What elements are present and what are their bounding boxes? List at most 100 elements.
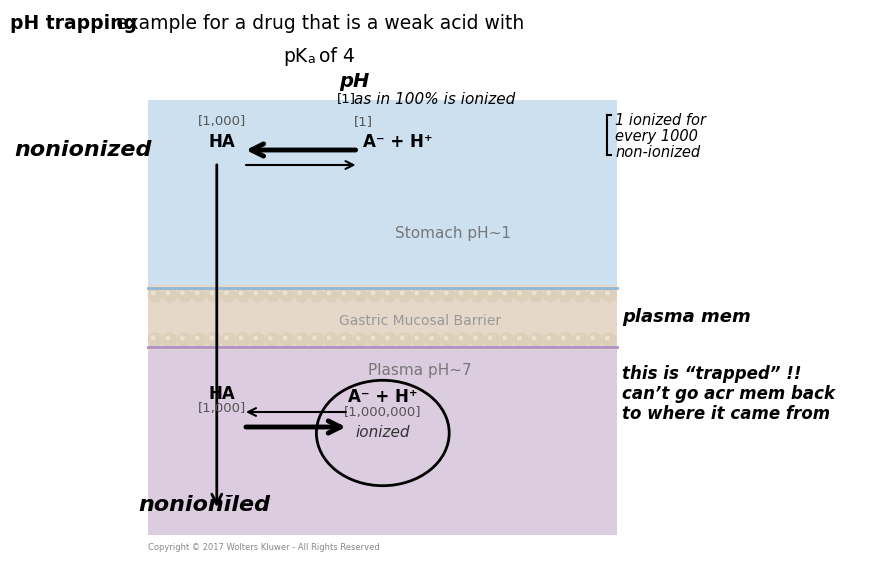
Circle shape xyxy=(342,291,345,294)
Circle shape xyxy=(533,291,535,294)
Circle shape xyxy=(591,336,595,339)
Circle shape xyxy=(312,291,316,294)
Text: nonionĭled: nonionĭled xyxy=(139,495,271,515)
Text: [1]: [1] xyxy=(337,92,356,105)
Circle shape xyxy=(383,333,396,347)
Circle shape xyxy=(514,333,528,347)
Circle shape xyxy=(192,288,206,302)
Circle shape xyxy=(500,288,513,302)
Circle shape xyxy=(588,288,602,302)
Circle shape xyxy=(485,333,499,347)
Bar xyxy=(149,100,617,285)
Text: A⁻ + H⁺: A⁻ + H⁺ xyxy=(348,388,418,406)
Circle shape xyxy=(371,291,374,294)
Text: pK: pK xyxy=(283,47,307,66)
Circle shape xyxy=(371,336,374,339)
Circle shape xyxy=(529,333,543,347)
Circle shape xyxy=(397,288,412,302)
Circle shape xyxy=(339,288,352,302)
Circle shape xyxy=(312,336,316,339)
Circle shape xyxy=(269,336,272,339)
Circle shape xyxy=(178,333,191,347)
Circle shape xyxy=(210,336,213,339)
Circle shape xyxy=(353,333,367,347)
Circle shape xyxy=(151,336,155,339)
Circle shape xyxy=(471,333,484,347)
Circle shape xyxy=(473,336,477,339)
Circle shape xyxy=(603,288,616,302)
Circle shape xyxy=(401,291,404,294)
Circle shape xyxy=(221,333,235,347)
Circle shape xyxy=(166,336,170,339)
Circle shape xyxy=(603,333,616,347)
Circle shape xyxy=(251,288,265,302)
Circle shape xyxy=(456,288,470,302)
Circle shape xyxy=(444,291,448,294)
Circle shape xyxy=(368,333,381,347)
Circle shape xyxy=(442,333,455,347)
Circle shape xyxy=(485,288,499,302)
Circle shape xyxy=(151,291,155,294)
Circle shape xyxy=(415,336,419,339)
Circle shape xyxy=(178,288,191,302)
Circle shape xyxy=(163,288,177,302)
Circle shape xyxy=(415,291,419,294)
Bar xyxy=(149,285,617,350)
Circle shape xyxy=(342,336,345,339)
Circle shape xyxy=(547,291,550,294)
Circle shape xyxy=(281,333,294,347)
Text: [1,000]: [1,000] xyxy=(197,402,246,415)
Text: A⁻ + H⁺: A⁻ + H⁺ xyxy=(363,133,433,151)
Circle shape xyxy=(471,288,484,302)
Circle shape xyxy=(442,288,455,302)
Circle shape xyxy=(573,333,587,347)
Circle shape xyxy=(295,288,309,302)
Text: Stomach pH~1: Stomach pH~1 xyxy=(395,226,512,241)
Circle shape xyxy=(503,291,506,294)
Text: [1]: [1] xyxy=(353,115,373,128)
Circle shape xyxy=(427,288,441,302)
Bar xyxy=(149,350,617,535)
Circle shape xyxy=(588,333,602,347)
Circle shape xyxy=(298,291,302,294)
Circle shape xyxy=(503,336,506,339)
Circle shape xyxy=(339,333,352,347)
Text: nonionized: nonionized xyxy=(15,140,152,160)
Circle shape xyxy=(558,333,573,347)
Circle shape xyxy=(558,288,573,302)
Circle shape xyxy=(544,333,558,347)
Circle shape xyxy=(605,336,609,339)
Circle shape xyxy=(562,336,565,339)
Circle shape xyxy=(281,288,294,302)
Text: non-ionized: non-ionized xyxy=(615,145,700,160)
Circle shape xyxy=(547,336,550,339)
Text: pH trapping: pH trapping xyxy=(10,14,137,33)
Circle shape xyxy=(544,288,558,302)
Circle shape xyxy=(430,336,434,339)
Circle shape xyxy=(225,291,228,294)
Circle shape xyxy=(591,291,595,294)
Circle shape xyxy=(298,336,302,339)
Circle shape xyxy=(562,291,565,294)
Circle shape xyxy=(327,291,331,294)
Text: to where it came from: to where it came from xyxy=(622,405,830,423)
Circle shape xyxy=(368,288,381,302)
Circle shape xyxy=(459,336,463,339)
Circle shape xyxy=(386,336,389,339)
Circle shape xyxy=(327,336,331,339)
Text: Plasma pH~7: Plasma pH~7 xyxy=(368,362,472,378)
Circle shape xyxy=(576,336,580,339)
Circle shape xyxy=(221,288,235,302)
Text: ionized: ionized xyxy=(356,425,410,440)
Circle shape xyxy=(239,291,242,294)
Circle shape xyxy=(295,333,309,347)
Circle shape xyxy=(412,333,426,347)
Circle shape xyxy=(324,333,338,347)
Circle shape xyxy=(196,336,199,339)
Circle shape xyxy=(518,336,521,339)
Circle shape xyxy=(166,291,170,294)
Circle shape xyxy=(210,291,213,294)
Circle shape xyxy=(181,336,184,339)
Text: of 4: of 4 xyxy=(313,47,356,66)
Circle shape xyxy=(310,333,323,347)
